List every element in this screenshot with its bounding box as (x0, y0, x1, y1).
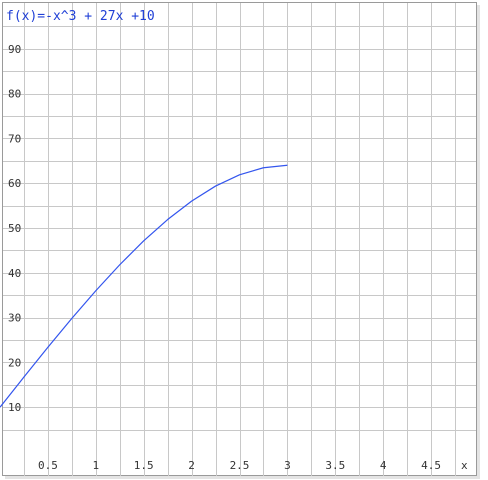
series-line (0, 164, 288, 408)
chart-border (2, 2, 477, 476)
x-tick-label: 3.5 (325, 459, 345, 472)
x-tick-label: 2.5 (230, 459, 250, 472)
y-tick-label: 80 (8, 88, 21, 101)
series-layer (0, 164, 288, 408)
y-tick-label: 60 (8, 177, 21, 190)
x-tick-label: 1 (92, 459, 99, 472)
x-tick-label: 4.5 (421, 459, 441, 472)
chart-bottom-shadow (5, 476, 480, 479)
y-tick-label: 70 (8, 132, 21, 145)
chart-title: f(x)=-x^3 + 27x +10 (6, 9, 155, 24)
y-tick-label: 30 (8, 312, 21, 325)
y-tick-label: 10 (8, 401, 21, 414)
y-tick-label: 90 (8, 43, 21, 56)
x-tick-label: 3 (284, 459, 291, 472)
grid-lines (3, 3, 476, 476)
x-axis-label: x (461, 459, 468, 472)
chart-right-shadow (477, 5, 480, 478)
x-tick-label: 0.5 (38, 459, 58, 472)
y-tick-label: 40 (8, 267, 21, 280)
tick-labels: 0.5 1 1.5 2 2.5 3 3.5 4 4.5 10 20 30 40 50 60 70 80 90 (8, 43, 441, 472)
x-tick-label: 1.5 (134, 459, 154, 472)
y-tick-label: 20 (8, 356, 21, 369)
y-tick-label: 50 (8, 222, 21, 235)
x-tick-label: 2 (188, 459, 195, 472)
x-tick-label: 4 (380, 459, 387, 472)
